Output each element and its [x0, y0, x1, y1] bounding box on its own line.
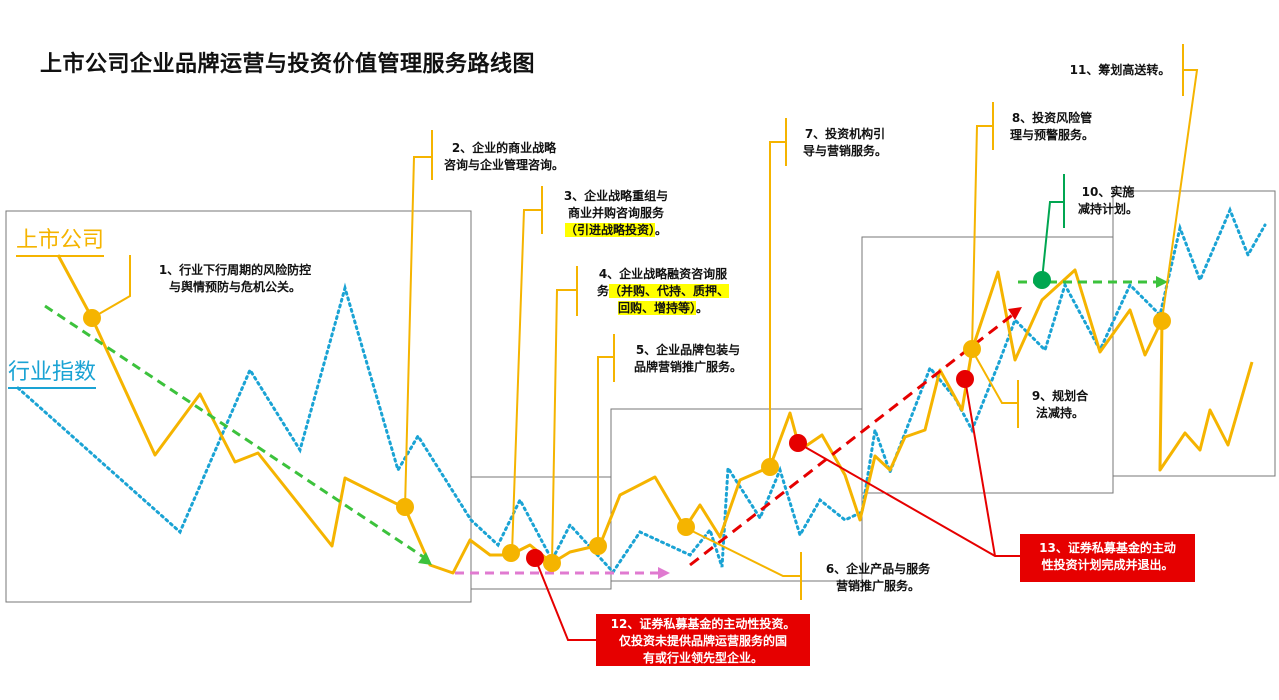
page-title: 上市公司企业品牌运营与投资价值管理服务路线图: [40, 52, 536, 77]
trend-down-arrow: [44, 304, 429, 562]
annotation-7: 7、投资机构引 导与营销服务。: [802, 127, 887, 158]
annotation-11: 11、筹划高送转。: [1069, 63, 1171, 77]
milestone-dot-12: [526, 549, 544, 567]
legend-company: 上市公司: [16, 222, 105, 257]
leader-13a: [797, 442, 1020, 557]
annotation-4-highlight-1: （并购、代持、质押、: [609, 284, 730, 298]
bottom-flat-arrowhead: [658, 567, 670, 579]
milestone-dot-10: [1033, 271, 1051, 289]
trend-down-arrowhead: [418, 552, 432, 565]
company-line: [56, 254, 1254, 575]
trend-up-arrow: [689, 311, 1016, 567]
leader-3: [511, 209, 542, 554]
annotation-1: 1、行业下行周期的风险防控 与舆情预防与危机公关。: [158, 263, 312, 294]
callout-leaders: [91, 44, 1199, 600]
milestone-dot-6: [677, 518, 695, 536]
leader-11: [1161, 69, 1199, 321]
leader-5: [597, 356, 614, 545]
milestone-dot-1: [83, 309, 101, 327]
leader-10: [1041, 201, 1064, 281]
annotation-9: 9、规划合 法减持。: [1031, 389, 1089, 420]
top-flat-arrowhead: [1156, 276, 1168, 288]
annotation-8: 8、投资风险管 理与预警服务。: [1009, 111, 1094, 142]
phase-box-1: [5, 210, 472, 603]
milestone-dot-2: [396, 498, 414, 516]
annotation-12-box: 12、证券私募基金的主动性投资。 仅投资未提供品牌运营服务的国 有或行业领先型企…: [596, 614, 810, 666]
annotation-6: 6、企业产品与服务 营销推广服务。: [825, 562, 931, 593]
leader-13b: [964, 378, 996, 557]
phase-box-3: [610, 408, 863, 582]
leader-8: [971, 125, 993, 351]
legend-industry-index: 行业指数: [8, 354, 97, 389]
milestone-dot-11: [1153, 312, 1171, 330]
leader-9: [971, 349, 1018, 404]
annotation-3: 3、企业战略重组与 商业并购咨询服务 （引进战略投资）。: [563, 189, 669, 237]
industry-index-line: [16, 206, 1267, 575]
milestone-dot-13a: [789, 434, 807, 452]
milestone-dot-5: [589, 537, 607, 555]
annotation-10: 10、实施 减持计划。: [1077, 185, 1138, 216]
leader-7: [769, 141, 786, 467]
annotation-3-highlight: （引进战略投资）: [564, 223, 655, 237]
leader-4: [551, 289, 577, 564]
trend-up-arrowhead: [1008, 307, 1022, 320]
milestone-dots: [83, 271, 1171, 572]
leader-12: [534, 557, 596, 641]
milestone-dot-3: [502, 544, 520, 562]
milestone-dot-8: [963, 340, 981, 358]
annotation-13-box: 13、证券私募基金的主动 性投资计划完成并退出。: [1020, 534, 1195, 582]
leader-6: [685, 527, 801, 577]
milestone-dot-13b: [956, 370, 974, 388]
leader-2: [404, 156, 432, 509]
leader-1: [91, 255, 131, 319]
annotation-4-highlight-2: 回购、增持等）: [617, 301, 696, 315]
annotation-4: 4、企业战略融资咨询服 务（并购、代持、质押、 回购、增持等）。: [596, 267, 730, 315]
annotation-5: 5、企业品牌包装与 品牌营销推广服务。: [633, 343, 742, 374]
milestone-dot-4: [543, 554, 561, 572]
milestone-dot-7: [761, 458, 779, 476]
annotation-2: 2、企业的商业战略 咨询与企业管理咨询。: [443, 141, 564, 172]
